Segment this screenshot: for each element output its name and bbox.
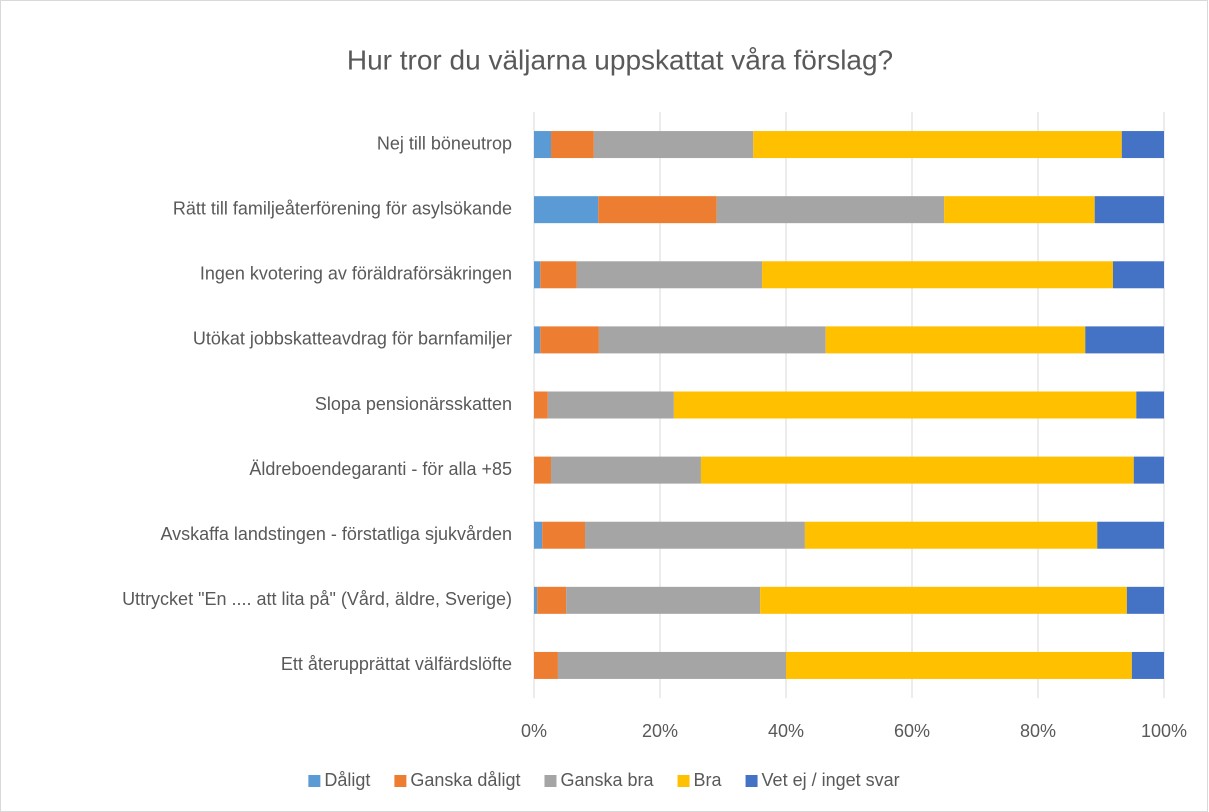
bar-segment	[534, 196, 599, 224]
legend-label: Ganska dåligt	[410, 770, 520, 790]
bar-segment	[598, 326, 826, 354]
legend-swatch	[308, 775, 321, 787]
bar-segment	[716, 196, 945, 224]
bar-segment	[673, 391, 1137, 419]
bar-segment	[566, 586, 761, 614]
legend-label: Bra	[694, 770, 723, 790]
bar-segment	[534, 391, 548, 419]
x-tick-label: 80%	[1020, 721, 1056, 741]
y-tick-label: Rätt till familjeåterförening för asylsö…	[173, 198, 512, 218]
bar-segment	[825, 326, 1086, 354]
legend-label: Dåligt	[324, 770, 370, 790]
bar-segment	[540, 326, 599, 354]
bar-segment	[944, 196, 1095, 224]
y-tick-label: Ingen kvotering av föräldraförsäkringen	[200, 264, 512, 284]
legend-swatch	[394, 775, 407, 787]
x-tick-label: 100%	[1141, 721, 1187, 741]
bar-segment	[551, 131, 594, 159]
y-tick-label: Ett återupprättat välfärdslöfte	[281, 654, 512, 674]
y-tick-label: Avskaffa landstingen - förstatliga sjukv…	[160, 524, 512, 544]
bar-segment	[1133, 456, 1164, 484]
y-tick-label: Utökat jobbskatteavdrag för barnfamiljer	[193, 329, 512, 349]
bar-segment	[1094, 196, 1164, 224]
legend-swatch	[745, 775, 758, 787]
bar-segment	[585, 521, 805, 549]
bar-segment	[542, 521, 586, 549]
bar-segment	[804, 521, 1098, 549]
bar-segment	[1097, 521, 1164, 549]
bar-segment	[593, 131, 754, 159]
y-tick-label: Äldreboendegaranti - för alla +85	[249, 459, 512, 479]
chart-title: Hur tror du väljarna uppskattat våra för…	[347, 44, 893, 75]
bar-segment	[534, 261, 541, 289]
bar-segment	[534, 586, 538, 614]
x-tick-label: 0%	[521, 721, 547, 741]
x-tick-label: 40%	[768, 721, 804, 741]
bar-segment	[1121, 131, 1164, 159]
legend-label: Ganska bra	[560, 770, 654, 790]
y-tick-label: Nej till böneutrop	[377, 133, 512, 153]
bar-segment	[762, 261, 1113, 289]
bar-segment	[1131, 651, 1164, 679]
legend-label: Vet ej / inget svar	[762, 770, 900, 790]
bar-segment	[700, 456, 1134, 484]
bar-segment	[551, 456, 701, 484]
bar-segment	[753, 131, 1122, 159]
bar-segment	[537, 586, 567, 614]
y-tick-label: Slopa pensionärsskatten	[315, 394, 512, 414]
legend-swatch	[677, 775, 690, 787]
bar-segment	[534, 326, 541, 354]
bar-segment	[557, 651, 786, 679]
bar-segment	[534, 131, 552, 159]
bar-segment	[1112, 261, 1164, 289]
bar-segment	[547, 391, 674, 419]
bar-segment	[1136, 391, 1164, 419]
bar-segment	[786, 651, 1132, 679]
y-tick-label: Uttrycket "En .... att lita på" (Vård, ä…	[122, 589, 512, 609]
x-tick-label: 20%	[642, 721, 678, 741]
bar-segment	[534, 651, 558, 679]
legend-swatch	[544, 775, 557, 787]
bar-segment	[540, 261, 577, 289]
bar-segment	[1126, 586, 1164, 614]
x-tick-label: 60%	[894, 721, 930, 741]
bar-segment	[1085, 326, 1164, 354]
bar-segment	[576, 261, 763, 289]
bar-segment	[598, 196, 717, 224]
bar-segment	[534, 456, 552, 484]
bar-segment	[760, 586, 1127, 614]
bar-segment	[534, 521, 543, 549]
